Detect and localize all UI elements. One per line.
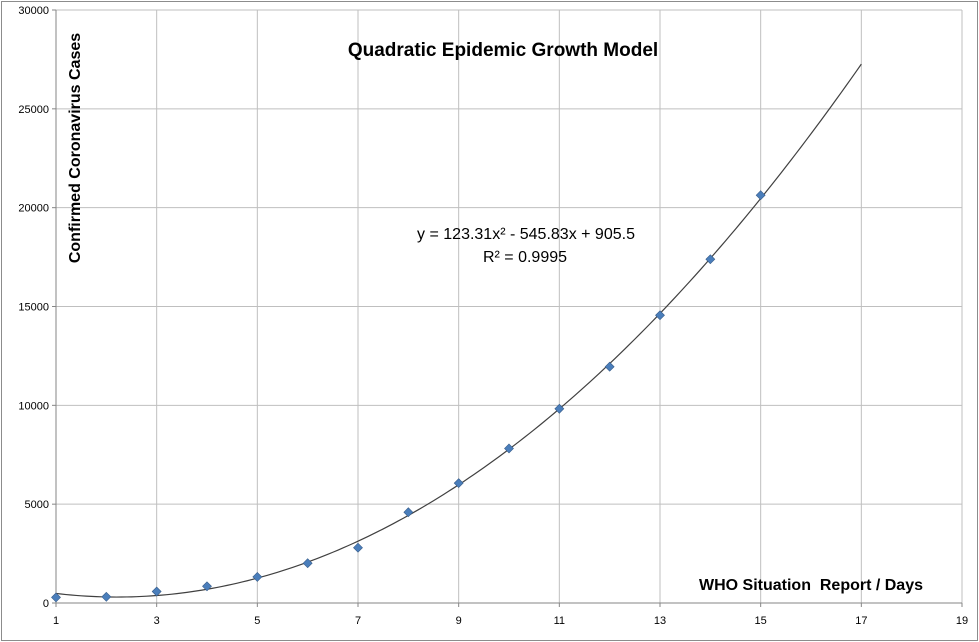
data-point	[252, 571, 263, 582]
x-tick-label: 15	[755, 615, 767, 627]
y-tick-label: 10000	[18, 400, 49, 412]
data-point	[202, 581, 212, 592]
data-point	[403, 507, 414, 518]
y-tick-label: 0	[43, 598, 49, 610]
chart-title: Quadratic Epidemic Growth Model	[348, 40, 658, 61]
x-tick-label: 17	[855, 615, 867, 627]
y-tick-label: 25000	[18, 104, 49, 116]
x-tick-label: 9	[456, 615, 462, 627]
data-point	[655, 310, 665, 321]
data-point	[353, 542, 363, 553]
x-tick-label: 3	[154, 615, 160, 627]
data-point	[151, 586, 162, 597]
tick-labels: 1 3 5 7 9 11 13 15 17 190500010000150002000025000…	[18, 5, 968, 627]
y-tick-label: 15000	[18, 302, 49, 314]
axes	[52, 9, 963, 607]
trendline-equation: y = 123.31x² - 545.83x + 905.5	[417, 226, 635, 243]
data-points	[51, 190, 766, 603]
data-point	[302, 558, 313, 569]
x-tick-label: 7	[355, 615, 361, 627]
y-tick-label: 30000	[18, 5, 49, 17]
x-tick-label: 19	[956, 615, 968, 627]
data-point	[755, 190, 766, 201]
x-tick-label: 13	[654, 615, 666, 627]
y-tick-label: 5000	[25, 499, 49, 511]
data-point	[504, 443, 514, 454]
data-point	[453, 478, 464, 489]
data-point	[604, 361, 615, 372]
data-point	[554, 403, 565, 414]
x-axis-label: WHO Situation Report / Days	[699, 577, 923, 594]
y-tick-label: 20000	[18, 203, 49, 215]
data-point	[101, 591, 112, 602]
x-tick-label: 11	[554, 615, 565, 627]
data-point	[51, 592, 61, 603]
x-tick-label: 5	[254, 615, 260, 627]
r-squared-label: R² = 0.9995	[483, 249, 567, 266]
x-tick-label: 1	[53, 615, 59, 627]
y-axis-label: Confirmed Coronavirus Cases	[67, 33, 84, 263]
data-point	[705, 254, 716, 265]
